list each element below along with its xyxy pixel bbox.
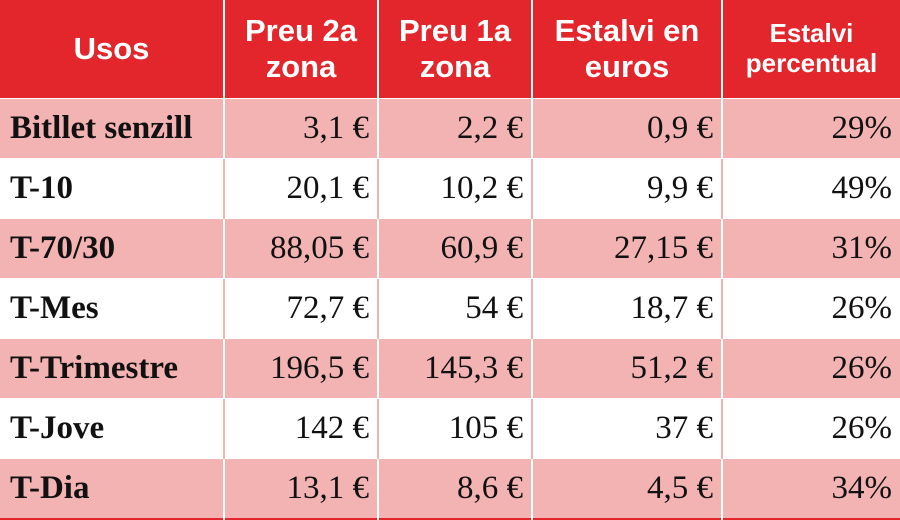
cell-preu-2a-zona: 3,1 € [223, 98, 378, 159]
cell-uso: T-Dia [0, 458, 224, 519]
cell-estalvi-percentual: 49% [721, 158, 900, 219]
cell-uso: T-10 [0, 158, 224, 219]
cell-estalvi-percentual: 31% [721, 218, 900, 279]
cell-preu-1a-zona: 10,2 € [377, 158, 532, 219]
table-row: T-Trimestre 196,5 € 145,3 € 51,2 € 26% [0, 338, 900, 399]
header-row: Usos Preu 2a zona Preu 1a zona Estalvi e… [0, 0, 900, 99]
cell-uso: T-Jove [0, 398, 224, 459]
cell-estalvi-euros: 4,5 € [531, 458, 722, 519]
cell-preu-1a-zona: 54 € [377, 278, 532, 339]
cell-estalvi-percentual: 26% [721, 338, 900, 399]
cell-estalvi-percentual: 26% [721, 278, 900, 339]
header-preu-1a-zona: Preu 1a zona [377, 0, 532, 99]
table-row: T-Mes 72,7 € 54 € 18,7 € 26% [0, 278, 900, 339]
cell-estalvi-euros: 37 € [531, 398, 722, 459]
cell-estalvi-percentual: 29% [721, 98, 900, 159]
table-row: T-70/30 88,05 € 60,9 € 27,15 € 31% [0, 218, 900, 279]
cell-preu-2a-zona: 20,1 € [223, 158, 378, 219]
cell-uso: T-Mes [0, 278, 224, 339]
cell-preu-2a-zona: 88,05 € [223, 218, 378, 279]
cell-preu-2a-zona: 72,7 € [223, 278, 378, 339]
cell-estalvi-euros: 18,7 € [531, 278, 722, 339]
table-row: T-10 20,1 € 10,2 € 9,9 € 49% [0, 158, 900, 219]
cell-estalvi-euros: 0,9 € [531, 98, 722, 159]
cell-estalvi-euros: 51,2 € [531, 338, 722, 399]
cell-uso: Bitllet senzill [0, 98, 224, 159]
cell-preu-1a-zona: 2,2 € [377, 98, 532, 159]
cell-preu-2a-zona: 13,1 € [223, 458, 378, 519]
header-estalvi-euros: Estalvi en euros [531, 0, 722, 99]
table-row: Bitllet senzill 3,1 € 2,2 € 0,9 € 29% [0, 98, 900, 159]
cell-preu-1a-zona: 60,9 € [377, 218, 532, 279]
cell-uso: T-70/30 [0, 218, 224, 279]
cell-estalvi-euros: 9,9 € [531, 158, 722, 219]
header-estalvi-percentual: Estalvi percentual [721, 0, 900, 99]
cell-preu-1a-zona: 8,6 € [377, 458, 532, 519]
table-row: T-Dia 13,1 € 8,6 € 4,5 € 34% [0, 458, 900, 519]
cell-estalvi-percentual: 34% [721, 458, 900, 519]
cell-estalvi-euros: 27,15 € [531, 218, 722, 279]
cell-preu-1a-zona: 145,3 € [377, 338, 532, 399]
header-preu-2a-zona: Preu 2a zona [223, 0, 378, 99]
cell-preu-2a-zona: 196,5 € [223, 338, 378, 399]
header-usos: Usos [0, 0, 224, 99]
cell-preu-2a-zona: 142 € [223, 398, 378, 459]
cell-estalvi-percentual: 26% [721, 398, 900, 459]
cell-preu-1a-zona: 105 € [377, 398, 532, 459]
cell-uso: T-Trimestre [0, 338, 224, 399]
table-row: T-Jove 142 € 105 € 37 € 26% [0, 398, 900, 459]
